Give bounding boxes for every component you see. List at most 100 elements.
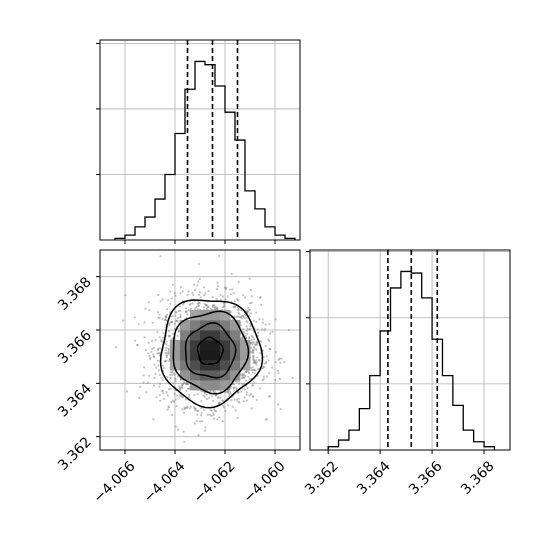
hist2-x-tick-label: 3.366 — [406, 458, 446, 498]
scatter-point — [243, 376, 246, 379]
scatter-point — [186, 383, 189, 386]
scatter-point — [165, 359, 168, 362]
scatter-point — [189, 405, 192, 408]
scatter-point — [209, 409, 212, 412]
scatter-point — [168, 334, 171, 337]
scatter-point — [187, 383, 190, 386]
scatter-point — [267, 359, 270, 362]
scatter-point — [157, 364, 160, 367]
density-block — [180, 360, 191, 371]
scatter-point — [148, 374, 151, 377]
scatter-point — [195, 458, 197, 460]
scatter-point — [188, 396, 191, 399]
scatter-point — [203, 395, 206, 398]
scatter-point — [153, 384, 156, 387]
scatter-point — [262, 375, 265, 378]
scatter-point — [268, 347, 271, 350]
scatter-point — [197, 301, 200, 305]
scatter-point — [213, 306, 216, 309]
scatter-point — [222, 406, 225, 409]
scatter-point — [125, 390, 129, 393]
density-block — [210, 310, 221, 321]
scatter-point — [244, 296, 247, 299]
scatter-point — [253, 343, 256, 346]
scatter-point — [241, 383, 244, 386]
density-block — [190, 360, 201, 371]
scatter-point — [217, 401, 221, 404]
scatter-point — [147, 301, 150, 304]
scatter-point — [215, 288, 218, 291]
scatter-point — [253, 361, 256, 364]
contour-x-tick-label: −4.062 — [191, 458, 239, 506]
scatter-point — [238, 379, 241, 383]
scatter-point — [158, 394, 161, 397]
scatter-point — [215, 298, 218, 301]
scatter-point — [214, 391, 217, 394]
scatter-point — [194, 409, 197, 412]
scatter-point — [175, 320, 178, 323]
scatter-point — [265, 418, 268, 421]
scatter-point — [143, 336, 146, 339]
scatter-point — [208, 396, 211, 399]
scatter-point — [175, 311, 178, 314]
scatter-point — [188, 393, 191, 396]
scatter-point — [251, 335, 254, 339]
scatter-point — [250, 301, 253, 304]
scatter-point — [174, 425, 177, 428]
scatter-point — [155, 366, 158, 369]
scatter-point — [196, 410, 199, 413]
scatter-point — [193, 407, 196, 410]
scatter-point — [177, 397, 180, 400]
density-block — [170, 360, 181, 371]
scatter-point — [215, 307, 218, 310]
scatter-point — [255, 359, 258, 362]
scatter-point — [256, 328, 259, 331]
scatter-point — [268, 372, 271, 375]
scatter-point — [198, 262, 201, 266]
density-block — [220, 330, 231, 341]
scatter-point — [184, 406, 187, 409]
scatter-point — [250, 342, 253, 345]
scatter-point — [178, 305, 181, 308]
scatter-point — [237, 400, 240, 403]
scatter-point — [230, 399, 233, 402]
scatter-point — [158, 336, 161, 339]
contour-y-tick-label: 3.362 — [55, 434, 95, 474]
scatter-point — [171, 373, 174, 376]
scatter-point — [179, 316, 182, 319]
scatter-point — [186, 313, 189, 316]
scatter-point — [158, 385, 161, 388]
histogram-panel-param2: 3.362 3.364 3.366 3.368 — [302, 249, 511, 498]
scatter-point — [241, 374, 244, 377]
scatter-point — [248, 378, 251, 381]
scatter-point — [182, 303, 185, 306]
scatter-point — [198, 301, 201, 304]
scatter-point — [225, 391, 228, 394]
scatter-point — [200, 399, 203, 403]
scatter-point — [253, 347, 256, 350]
scatter-point — [171, 283, 174, 286]
contour-line-3 — [159, 299, 264, 409]
hist2-x-tick-label: 3.368 — [458, 458, 498, 498]
scatter-point — [161, 336, 165, 339]
hist2-step-line — [327, 270, 496, 450]
scatter-point — [256, 356, 259, 359]
scatter-point — [166, 354, 169, 357]
scatter-point — [179, 313, 182, 316]
scatter-point — [193, 283, 196, 286]
scatter-point — [181, 387, 184, 390]
scatter-point — [268, 323, 271, 326]
scatter-point — [279, 407, 282, 411]
scatter-point — [165, 391, 168, 394]
scatter-point — [193, 394, 196, 397]
scatter-point — [245, 391, 248, 394]
scatter-point — [264, 323, 267, 326]
scatter-point — [158, 382, 162, 385]
scatter-point — [136, 344, 139, 347]
scatter-point — [179, 388, 182, 391]
scatter-point — [237, 281, 240, 284]
scatter-point — [277, 403, 280, 406]
scatter-point — [195, 420, 198, 423]
scatter-point — [174, 380, 177, 383]
